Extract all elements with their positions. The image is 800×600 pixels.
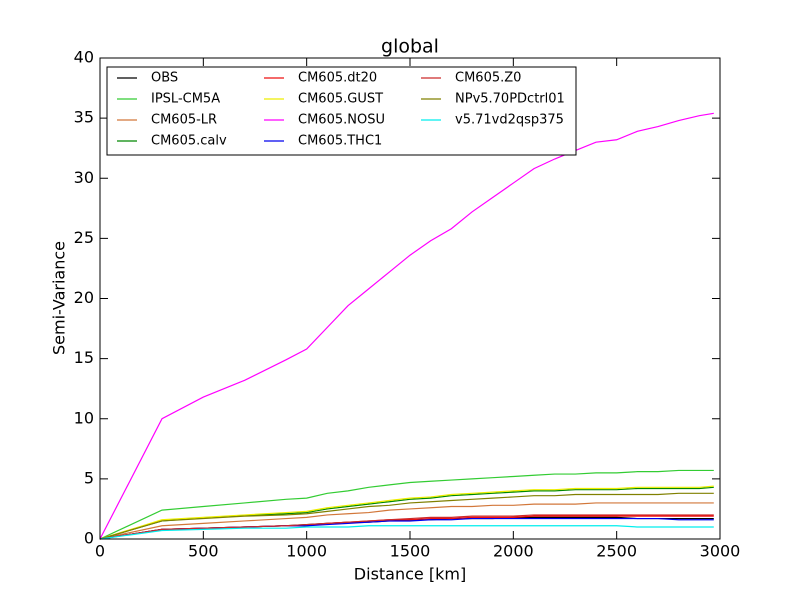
series-line <box>99 492 714 540</box>
series-line <box>99 525 714 540</box>
legend-label: CM605.calv <box>151 134 227 149</box>
y-tick-label: 25 <box>74 228 94 247</box>
series-line <box>99 112 714 540</box>
legend-label: CM605.NOSU <box>298 113 385 128</box>
y-tick-label: 5 <box>84 468 94 487</box>
x-tick-label: 500 <box>188 542 219 561</box>
x-tick-label: 2500 <box>596 542 637 561</box>
y-tick-label: 40 <box>74 48 94 67</box>
series-line <box>99 502 714 540</box>
y-tick-label: 10 <box>74 408 94 427</box>
x-tick-label: 1000 <box>286 542 327 561</box>
x-tick-label: 3000 <box>700 542 741 561</box>
legend: OBS IPSL-CM5A CM605-LR CM605.calv CM605.dt20… <box>106 66 577 156</box>
legend-label: OBS <box>151 71 178 86</box>
series-line <box>99 514 714 540</box>
series-line <box>99 485 714 540</box>
y-tick-label: 15 <box>74 348 94 367</box>
y-tick-label: 35 <box>74 108 94 127</box>
legend-label: v5.71vd2qsp375 <box>455 113 564 128</box>
y-tick-label: 30 <box>74 168 94 187</box>
x-tick-label: 2000 <box>493 542 534 561</box>
chart-title: global <box>381 36 439 58</box>
legend-label: CM605.dt20 <box>298 71 377 86</box>
y-tick-label: 0 <box>84 529 94 548</box>
legend-label: CM605.GUST <box>298 92 383 107</box>
x-axis-label: Distance [km] <box>354 565 466 584</box>
series-line <box>99 486 714 540</box>
legend-label: CM605.Z0 <box>455 71 521 86</box>
legend-label: NPv5.70PDctrl01 <box>455 92 565 107</box>
y-tick-label: 20 <box>74 288 94 307</box>
x-tick-label: 1500 <box>390 542 431 561</box>
y-axis-label: Semi-Variance <box>50 241 69 355</box>
legend-label: IPSL-CM5A <box>151 92 220 107</box>
x-tick-label: 0 <box>95 542 105 561</box>
series-line <box>99 469 714 540</box>
legend-label: CM605.THC1 <box>298 134 382 149</box>
legend-label: CM605-LR <box>151 113 217 128</box>
legend-box <box>106 66 577 156</box>
